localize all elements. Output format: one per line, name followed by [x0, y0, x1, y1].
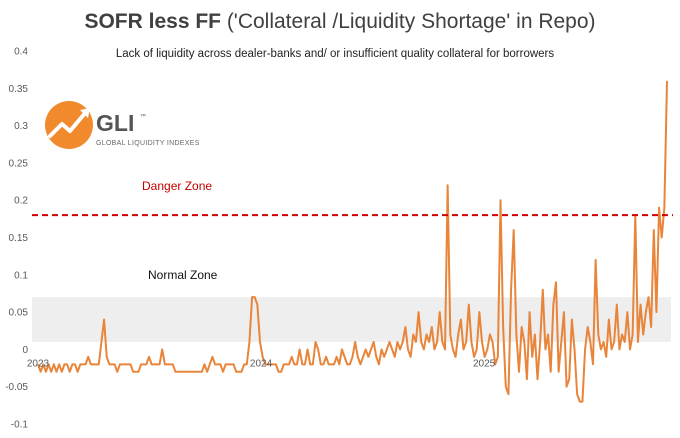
chart-title-rest: ('Collateral /Liquidity Shortage' in Rep…	[221, 10, 596, 33]
normal-zone-band	[32, 297, 671, 342]
y-tick-label: -0.1	[11, 420, 29, 431]
y-tick-label: -0.05	[5, 382, 28, 393]
gli-logo-name: GLI	[96, 110, 134, 136]
y-tick-label: 0.3	[14, 121, 28, 132]
chart-title: SOFR less FF ('Collateral /Liquidity Sho…	[84, 10, 595, 33]
y-tick-label: 0.1	[14, 270, 28, 281]
gli-logo: GLI ™ GLOBAL LIQUIDITY INDEXES	[45, 101, 200, 149]
series-line-sofr-less-ff	[37, 80, 668, 403]
gli-logo-tm: ™	[140, 113, 146, 120]
normal-zone-label: Normal Zone	[148, 268, 218, 282]
axis-labels: 0.4 0.35 0.3 0.25 0.2 0.15 0.1 0.05 0 -0.05 -0.1 20…	[5, 47, 495, 431]
x-tick-label: 2023	[27, 359, 50, 370]
plot-area	[32, 80, 673, 403]
y-tick-label: 0.35	[9, 84, 29, 95]
y-tick-label: 0	[22, 345, 28, 356]
y-tick-label: 0.05	[9, 308, 29, 319]
chart-subtitle: Lack of liquidity across dealer-banks an…	[116, 48, 555, 60]
chart-title-bold: SOFR less FF	[84, 10, 221, 33]
gli-logo-tagline: GLOBAL LIQUIDITY INDEXES	[96, 140, 200, 147]
gli-logo-swoosh-icon	[48, 110, 88, 138]
y-tick-label: 0.15	[9, 233, 29, 244]
gli-logo-arrowhead	[80, 108, 90, 118]
y-tick-label: 0.25	[9, 158, 29, 169]
gli-logo-disc	[45, 101, 93, 149]
y-tick-label: 0.2	[14, 196, 28, 207]
danger-zone-label: Danger Zone	[142, 179, 212, 193]
x-tick-label: 2025	[473, 359, 496, 370]
y-tick-label: 0.4	[14, 47, 28, 58]
x-tick-label: 2024	[250, 359, 273, 370]
